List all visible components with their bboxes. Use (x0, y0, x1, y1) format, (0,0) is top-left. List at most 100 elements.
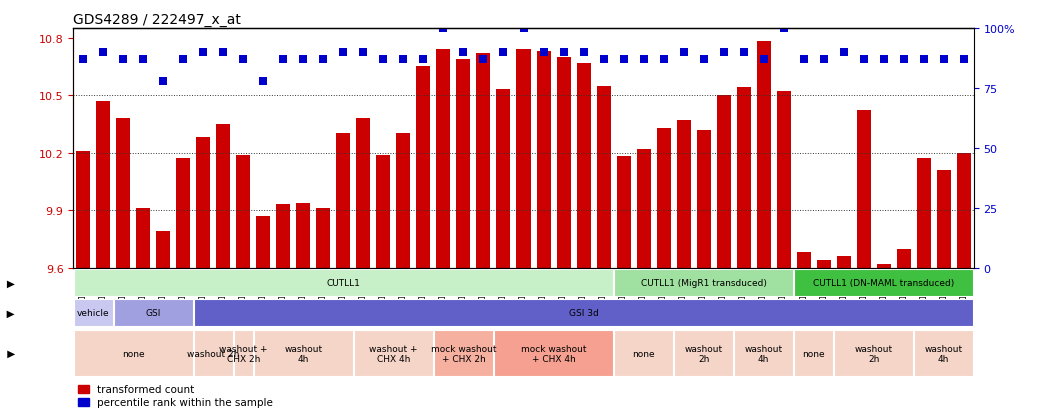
Bar (777, 92, 790, 268)
Bar (516, 50, 531, 268)
FancyBboxPatch shape (734, 330, 794, 377)
Text: washout
2h: washout 2h (685, 344, 722, 363)
Text: mock washout
+ CHX 2h: mock washout + CHX 2h (430, 344, 496, 363)
Bar (476, 54, 490, 268)
FancyBboxPatch shape (494, 330, 614, 377)
Point (755, 57, 772, 63)
Bar (696, 131, 711, 268)
FancyBboxPatch shape (73, 330, 193, 377)
Bar (597, 86, 610, 268)
Text: washout +
CHX 4h: washout + CHX 4h (370, 344, 418, 363)
Point (775, 26, 792, 32)
Bar (136, 209, 151, 268)
Bar (957, 153, 971, 268)
Text: CUTLL1: CUTLL1 (327, 278, 360, 287)
Point (515, 26, 532, 32)
Bar (937, 171, 951, 268)
FancyBboxPatch shape (194, 299, 974, 326)
Point (155, 78, 172, 85)
Point (275, 57, 292, 63)
Bar (76, 151, 90, 268)
Bar (197, 138, 210, 268)
Point (616, 57, 632, 63)
Bar (217, 125, 230, 268)
FancyBboxPatch shape (794, 330, 833, 377)
Text: CUTLL1 (DN-MAML transduced): CUTLL1 (DN-MAML transduced) (814, 278, 954, 287)
Bar (237, 155, 250, 268)
Text: washout 2h: washout 2h (187, 349, 240, 358)
Point (915, 57, 932, 63)
Point (355, 50, 372, 56)
Point (535, 50, 552, 56)
Point (455, 50, 472, 56)
Point (796, 57, 812, 63)
FancyBboxPatch shape (834, 330, 913, 377)
Point (395, 57, 411, 63)
Point (95, 50, 112, 56)
Bar (757, 42, 771, 268)
Bar (737, 88, 751, 268)
Bar (377, 155, 391, 268)
Bar (896, 249, 911, 268)
Point (636, 57, 652, 63)
Bar (536, 52, 551, 268)
Point (875, 57, 892, 63)
Bar (336, 134, 351, 268)
Bar (577, 63, 591, 268)
FancyBboxPatch shape (614, 270, 794, 297)
Point (695, 57, 712, 63)
Point (935, 57, 952, 63)
Bar (837, 256, 850, 268)
Text: none: none (122, 349, 144, 358)
Text: mock washout
+ CHX 4h: mock washout + CHX 4h (520, 344, 586, 363)
Bar (917, 159, 931, 268)
FancyBboxPatch shape (73, 299, 113, 326)
Point (135, 57, 152, 63)
Bar (116, 119, 130, 268)
Point (475, 57, 492, 63)
Bar (156, 232, 171, 268)
Bar (876, 264, 891, 268)
Point (655, 57, 672, 63)
FancyBboxPatch shape (674, 330, 733, 377)
Point (955, 57, 972, 63)
Bar (316, 209, 331, 268)
Point (375, 57, 392, 63)
Point (555, 50, 572, 56)
Point (575, 50, 592, 56)
FancyBboxPatch shape (614, 330, 673, 377)
Point (715, 50, 732, 56)
Text: cell line  ▶: cell line ▶ (0, 278, 15, 288)
Point (255, 78, 272, 85)
Point (315, 57, 332, 63)
FancyBboxPatch shape (914, 330, 974, 377)
Bar (356, 119, 371, 268)
Text: GDS4289 / 222497_x_at: GDS4289 / 222497_x_at (73, 12, 241, 26)
FancyBboxPatch shape (233, 330, 253, 377)
FancyBboxPatch shape (433, 330, 493, 377)
Point (855, 57, 872, 63)
Text: GSI: GSI (146, 309, 161, 318)
Bar (437, 50, 450, 268)
Text: washout
4h: washout 4h (925, 344, 963, 363)
Bar (676, 121, 691, 268)
Point (415, 57, 431, 63)
Point (735, 50, 752, 56)
Point (675, 50, 692, 56)
Text: agent  ▶: agent ▶ (0, 308, 15, 318)
Point (175, 57, 192, 63)
Point (295, 57, 312, 63)
FancyBboxPatch shape (114, 299, 193, 326)
Bar (716, 96, 731, 268)
Point (75, 57, 92, 63)
Point (836, 50, 852, 56)
Point (235, 57, 251, 63)
Point (495, 50, 512, 56)
Bar (257, 216, 270, 268)
Bar (96, 102, 110, 268)
Text: washout
4h: washout 4h (285, 344, 322, 363)
Bar (817, 261, 830, 268)
Bar (496, 90, 511, 268)
Point (436, 26, 452, 32)
Text: CUTLL1 (MigR1 transduced): CUTLL1 (MigR1 transduced) (641, 278, 766, 287)
